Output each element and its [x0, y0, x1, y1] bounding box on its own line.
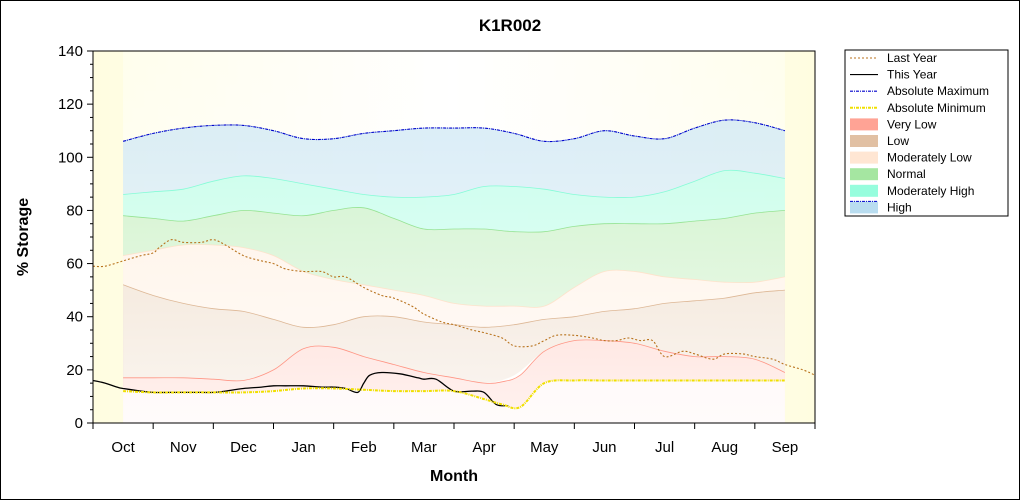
x-tick-label: Jan — [291, 439, 315, 456]
x-tick-label: Aug — [711, 439, 738, 456]
legend-label: High — [887, 200, 912, 214]
legend-label: This Year — [887, 68, 937, 82]
y-tick-label: 20 — [66, 362, 83, 379]
x-tick-label: Feb — [351, 439, 377, 456]
x-tick-label: Nov — [170, 439, 197, 456]
x-axis-title: Month — [430, 468, 478, 485]
series-last-year — [93, 238, 815, 376]
y-tick-label: 120 — [58, 96, 83, 113]
x-tick-label: Apr — [472, 439, 495, 456]
legend: Last Year This Year Absolute Maximum Absolu… — [844, 49, 1009, 217]
band-edge-very-low — [123, 339, 786, 384]
y-tick-label: 0 — [75, 415, 83, 432]
band-edge-normal — [123, 207, 785, 233]
x-tick-label: Jul — [655, 439, 674, 456]
legend-label: Absolute Maximum — [887, 84, 989, 98]
legend-label: Normal — [887, 167, 926, 181]
legend-label: Last Year — [887, 51, 937, 65]
y-tick-label: 40 — [66, 309, 83, 326]
legend-swatch-moderately-low — [850, 151, 878, 164]
x-tick-label: Sep — [772, 439, 799, 456]
x-tick-label: Dec — [230, 439, 257, 456]
legend-swatch-low — [850, 135, 878, 147]
chart-title: K1R002 — [479, 16, 541, 35]
y-tick-label: 80 — [66, 202, 83, 219]
legend-swatch-high — [850, 201, 878, 214]
legend-label: Moderately Low — [887, 151, 972, 165]
legend-label: Absolute Minimum — [887, 101, 986, 115]
legend-swatch-very-low — [850, 118, 878, 131]
band-edge-low — [122, 284, 785, 328]
y-tick-label: 60 — [66, 256, 83, 273]
y-tick-label: 140 — [58, 43, 83, 60]
y-tick-label: 100 — [58, 149, 83, 166]
x-tick-label: Jun — [592, 439, 616, 456]
x-tick-label: Oct — [111, 439, 135, 456]
legend-label: Moderately High — [887, 184, 974, 198]
bands-layer — [122, 51, 786, 423]
x-tick-label: May — [530, 439, 559, 456]
legend-swatch-normal — [850, 168, 878, 181]
axes-layer: 0 20 40 60 80 100 120 140 Oct Nov Dec Jan Feb Mar Apr M… — [58, 43, 816, 456]
legend-swatch-moderately-high — [850, 184, 878, 197]
legend-label: Low — [887, 134, 909, 148]
x-tick-label: Mar — [411, 439, 437, 456]
series-absolute-maximum — [122, 119, 786, 143]
band-fade-overlay — [123, 51, 785, 423]
lines-layer — [93, 119, 815, 410]
y-axis-title: % Storage — [15, 198, 32, 276]
legend-label: Very Low — [887, 117, 937, 131]
band-edge-moderately-low — [123, 244, 785, 308]
band-edge-moderately-high — [123, 169, 785, 199]
